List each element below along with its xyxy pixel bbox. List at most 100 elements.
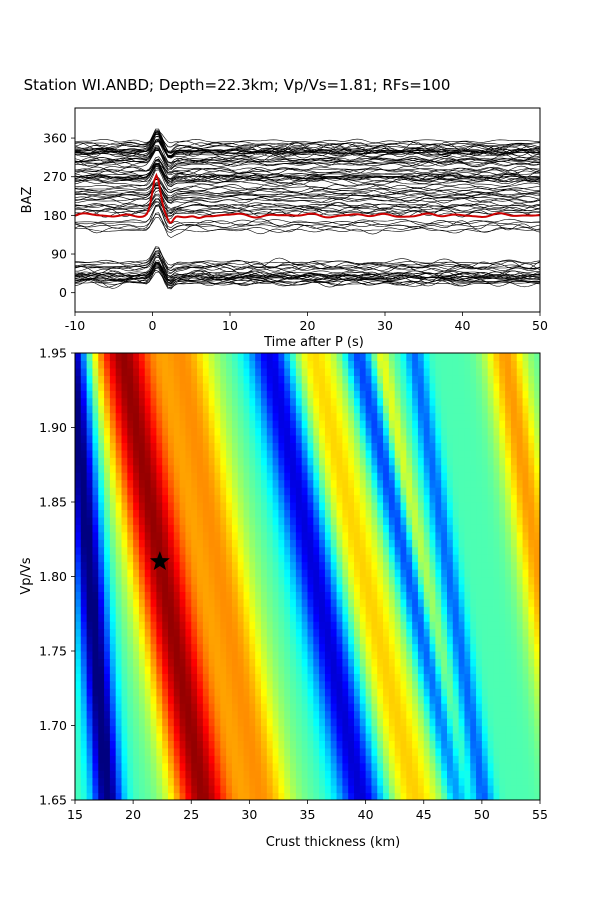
heatmap-cell (109, 583, 117, 592)
heatmap-cell (510, 494, 518, 503)
heatmap-cell (406, 762, 413, 771)
heatmap-cell (516, 539, 524, 548)
heatmap-cell (104, 628, 111, 637)
heatmap-cell (464, 569, 471, 578)
heatmap-cell (441, 688, 448, 697)
heatmap-cell (86, 479, 94, 488)
heatmap-cell (330, 412, 338, 421)
heatmap-cell (307, 569, 314, 578)
heatmap-cell (412, 457, 419, 466)
heatmap-cell (92, 509, 99, 518)
heatmap-cell (522, 516, 529, 525)
heatmap-cell (510, 531, 518, 540)
heatmap-cell (127, 390, 134, 399)
heatmap-cell (197, 472, 204, 481)
heatmap-cell (330, 539, 338, 548)
heatmap-cell (464, 792, 471, 800)
heatmap-cell (505, 420, 512, 429)
heatmap-cell (179, 502, 187, 511)
heatmap-cell (301, 651, 309, 660)
heatmap-cell (92, 755, 99, 764)
heatmap-cell (406, 621, 413, 630)
heatmap-cell (249, 792, 256, 800)
rf-x-label: Time after P (s) (263, 335, 364, 350)
heatmap-cell (528, 732, 535, 741)
heatmap-cell (435, 576, 442, 585)
heatmap-cell (307, 628, 314, 637)
heatmap-cell (359, 516, 367, 525)
heatmap-cell (150, 539, 157, 548)
heatmap-cell (313, 576, 320, 585)
heatmap-cell (150, 524, 157, 533)
heatmap-cell (290, 762, 297, 771)
heatmap-cell (272, 703, 280, 712)
heatmap-cell (295, 613, 303, 622)
heatmap-cell (330, 434, 338, 443)
heatmap-cell (80, 412, 88, 421)
heatmap-cell (365, 762, 373, 771)
heatmap-cell (481, 382, 489, 391)
heatmap-cell (295, 434, 303, 443)
heatmap-cell (284, 479, 291, 488)
hk-x-tick-label: 25 (183, 807, 199, 822)
heatmap-cell (301, 531, 309, 540)
heatmap-cell (383, 695, 390, 704)
heatmap-cell (301, 360, 309, 369)
heatmap-cell (249, 397, 256, 406)
heatmap-cell (441, 785, 448, 794)
heatmap-cell (476, 420, 483, 429)
heatmap-cell (168, 665, 175, 674)
heatmap-cell (371, 688, 378, 697)
heatmap-cell (150, 725, 157, 734)
heatmap-cell (470, 695, 477, 704)
heatmap-cell (383, 472, 390, 481)
heatmap-cell (528, 427, 535, 436)
heatmap-cell (394, 382, 402, 391)
heatmap-cell (127, 732, 134, 741)
heatmap-cell (522, 658, 529, 667)
heatmap-cell (476, 472, 483, 481)
heatmap-cell (168, 554, 175, 563)
heatmap-cell (510, 539, 518, 548)
heatmap-cell (290, 546, 297, 555)
heatmap-cell (92, 658, 99, 667)
heatmap-cell (487, 606, 495, 615)
heatmap-cell (197, 621, 204, 630)
heatmap-cell (156, 740, 163, 749)
heatmap-cell (383, 636, 390, 645)
heatmap-cell (144, 755, 152, 764)
heatmap-cell (278, 353, 285, 362)
heatmap-cell (92, 405, 99, 414)
heatmap-cell (150, 509, 157, 518)
heatmap-cell (307, 695, 314, 704)
heatmap-cell (191, 390, 198, 399)
heatmap-cell (80, 643, 88, 652)
heatmap-cell (499, 412, 506, 421)
heatmap-cell (528, 583, 535, 592)
heatmap-cell (324, 353, 332, 362)
heatmap-cell (208, 792, 216, 800)
heatmap-cell (528, 621, 535, 630)
rf-trace-line (75, 163, 540, 182)
heatmap-cell (348, 434, 355, 443)
heatmap-cell (104, 442, 111, 451)
heatmap-cell (156, 539, 163, 548)
heatmap-cell (324, 554, 332, 563)
heatmap-cell (516, 673, 524, 682)
heatmap-cell (86, 516, 94, 525)
heatmap-cell (388, 434, 396, 443)
heatmap-cell (493, 665, 500, 674)
heatmap-cell (348, 554, 355, 563)
heatmap-cell (319, 747, 326, 756)
heatmap-cell (162, 397, 169, 406)
heatmap-cell (505, 502, 512, 511)
heatmap-cell (336, 598, 343, 607)
heatmap-cell (365, 539, 373, 548)
heatmap-cell (493, 494, 500, 503)
heatmap-cell (127, 606, 134, 615)
heatmap-cell (255, 449, 262, 458)
rf-trace-line (75, 135, 540, 159)
heatmap-cell (185, 487, 192, 496)
heatmap-cell (330, 472, 338, 481)
heatmap-cell (354, 539, 361, 548)
